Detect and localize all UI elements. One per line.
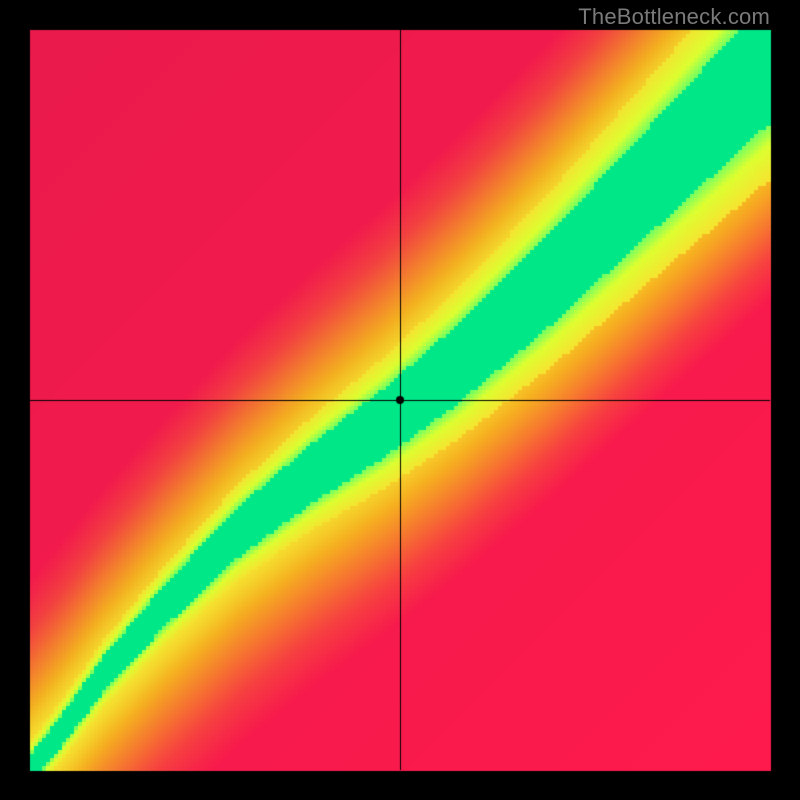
- heatmap-canvas: [0, 0, 800, 800]
- chart-frame: TheBottleneck.com: [0, 0, 800, 800]
- watermark-text: TheBottleneck.com: [578, 4, 770, 30]
